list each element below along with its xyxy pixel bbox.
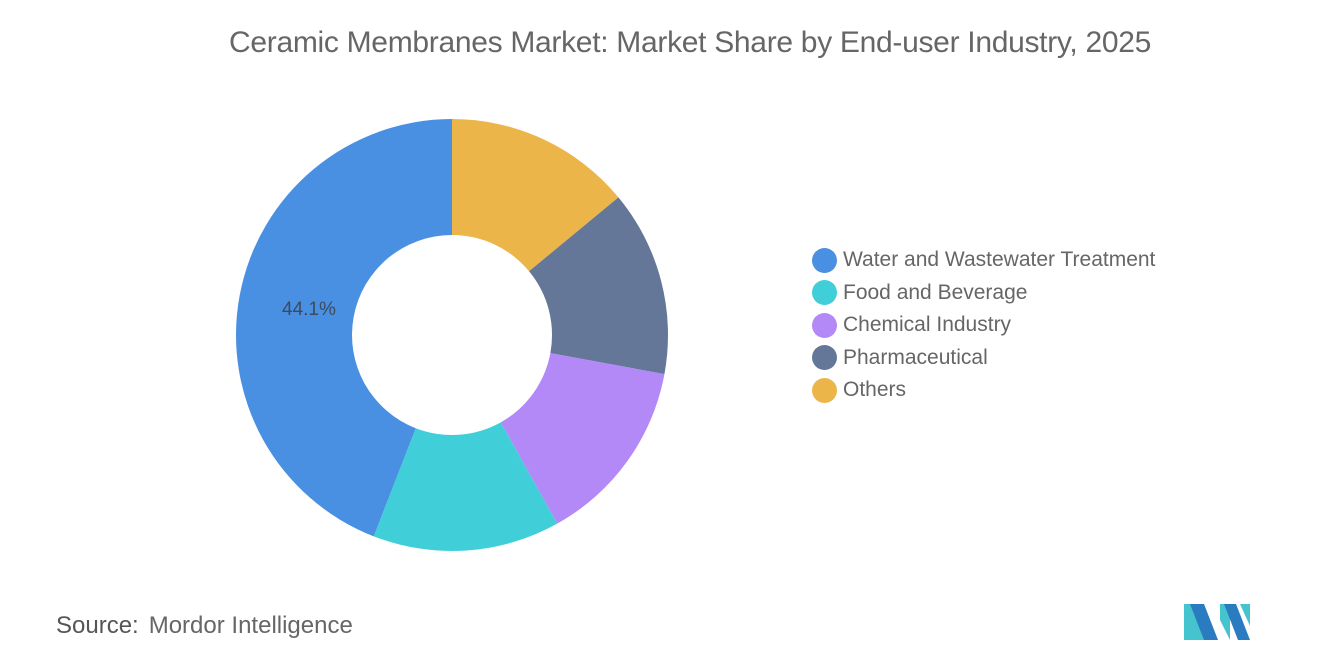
legend-label: Chemical Industry (843, 313, 1012, 337)
legend-item-food[interactable]: Food and Beverage (812, 277, 1155, 310)
legend: Water and Wastewater Treatment Food and … (812, 244, 1155, 407)
legend-swatch-water-icon (812, 247, 837, 273)
legend-swatch-chemical-icon (812, 312, 837, 338)
legend-label: Others (843, 378, 907, 402)
source-prefix: Source: (56, 612, 139, 639)
source-name: Mordor Intelligence (148, 612, 353, 639)
donut-slices (236, 119, 669, 551)
legend-swatch-food-icon (812, 280, 837, 306)
slice-pharmaceutical[interactable] (529, 197, 669, 375)
source-note: Source: Mordor Intelligence (56, 612, 353, 640)
legend-label: Food and Beverage (843, 280, 1028, 304)
legend-item-others[interactable]: Others (812, 374, 1155, 407)
slice-others[interactable] (452, 119, 619, 272)
legend-item-water[interactable]: Water and Wastewater Treatment (812, 244, 1155, 277)
slice-water[interactable] (236, 119, 452, 537)
legend-swatch-pharmaceutical-icon (812, 345, 837, 371)
legend-item-chemical[interactable]: Chemical Industry (812, 309, 1155, 342)
legend-label: Pharmaceutical (843, 345, 988, 369)
legend-item-pharmaceutical[interactable]: Pharmaceutical (812, 342, 1155, 375)
chart-title: Ceramic Membranes Market: Market Share b… (229, 26, 1151, 59)
slice-chemical[interactable] (500, 353, 665, 524)
legend-label: Water and Wastewater Treatment (843, 248, 1156, 272)
slice-label-water: 44.1% (282, 299, 336, 320)
legend-swatch-others-icon (812, 377, 837, 403)
slice-food[interactable] (373, 422, 558, 551)
mordor-intelligence-logo-icon (1184, 604, 1250, 640)
